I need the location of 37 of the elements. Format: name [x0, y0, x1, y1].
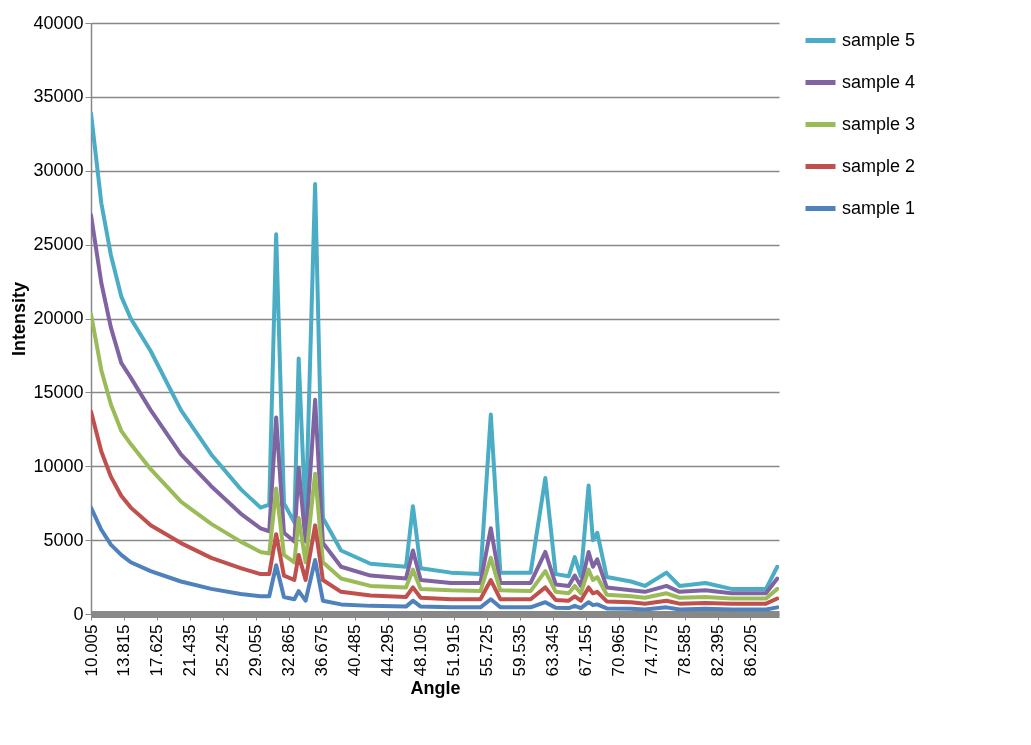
y-tick-label: 40000 — [33, 12, 84, 33]
y-tick-label: 10000 — [33, 455, 84, 476]
x-tick-label: 29.055 — [246, 624, 266, 677]
y-axis-title: Intensity — [9, 281, 30, 357]
legend-label: sample 3 — [842, 113, 916, 134]
x-tick-label: 40.485 — [345, 624, 365, 677]
x-tick-label: 55.725 — [477, 624, 497, 677]
y-tick-label: 15000 — [33, 381, 84, 402]
x-tick-label: 48.105 — [411, 624, 431, 677]
y-tick-label: 20000 — [33, 308, 84, 328]
x-tick-label: 21.435 — [180, 624, 200, 677]
x-axis-title: Angle — [410, 678, 461, 699]
x-tick-label: 59.535 — [510, 624, 530, 677]
x-tick-label: 25.245 — [213, 624, 233, 677]
x-tick-label: 63.345 — [543, 624, 563, 677]
x-tick-label: 10.005 — [81, 624, 101, 677]
x-tick-label: 82.395 — [708, 624, 728, 677]
legend-label: sample 4 — [842, 71, 916, 92]
x-tick-label: 67.155 — [576, 624, 596, 677]
x-tick-label: 78.585 — [675, 624, 695, 677]
y-tick-label: 35000 — [33, 86, 84, 107]
x-tick-label: 36.675 — [312, 624, 332, 677]
x-tick-label: 86.205 — [740, 624, 760, 677]
x-tick-label: 70.965 — [609, 624, 629, 677]
legend-label: sample 2 — [842, 155, 916, 176]
x-tick-label: 13.815 — [114, 624, 134, 677]
y-tick-label: 5000 — [43, 529, 84, 550]
x-tick-label: 32.865 — [279, 624, 299, 677]
x-tick-label: 44.295 — [378, 624, 398, 677]
y-tick-label: 25000 — [33, 234, 84, 255]
y-tick-label: 30000 — [33, 160, 84, 181]
legend-label: sample 1 — [842, 197, 916, 218]
legend-label: sample 5 — [842, 29, 916, 50]
x-tick-label: 17.625 — [147, 624, 167, 677]
x-tick-label: 51.915 — [444, 624, 464, 677]
y-tick-label: 0 — [73, 603, 84, 624]
x-tick-label: 74.775 — [642, 624, 662, 677]
